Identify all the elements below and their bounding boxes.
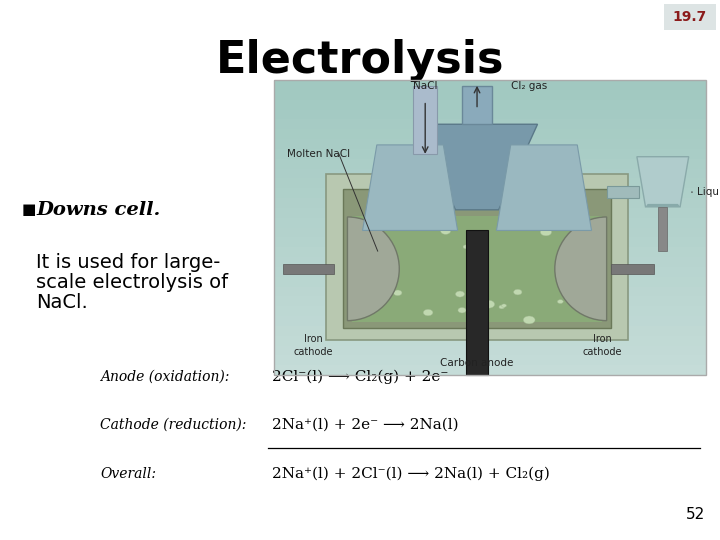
Bar	[274, 80, 706, 90]
Bar	[274, 287, 706, 296]
Text: Carbon anode: Carbon anode	[441, 358, 514, 368]
Text: 52: 52	[685, 507, 705, 522]
Bar	[274, 257, 706, 267]
Ellipse shape	[478, 264, 483, 267]
Polygon shape	[363, 145, 458, 231]
Bar	[274, 168, 706, 178]
Text: Overall:: Overall:	[100, 467, 156, 481]
Bar	[413, 86, 437, 154]
Bar	[352, 215, 603, 322]
Bar	[607, 186, 639, 198]
Text: Anode (oxidation):: Anode (oxidation):	[100, 370, 230, 384]
Bar	[274, 306, 706, 316]
Bar	[283, 264, 335, 274]
Bar	[274, 247, 706, 257]
Text: Cathode (reduction):: Cathode (reduction):	[100, 418, 246, 432]
Polygon shape	[637, 157, 689, 207]
Ellipse shape	[463, 245, 469, 249]
Bar	[274, 227, 706, 238]
Ellipse shape	[357, 233, 364, 237]
Ellipse shape	[456, 291, 464, 297]
Text: Cl₂ gas: Cl₂ gas	[510, 82, 547, 91]
Bar	[326, 174, 629, 340]
Wedge shape	[555, 217, 607, 321]
Ellipse shape	[423, 309, 433, 316]
Bar	[462, 86, 492, 124]
Polygon shape	[417, 124, 538, 210]
Bar	[467, 231, 488, 375]
Polygon shape	[646, 204, 680, 207]
Bar	[343, 189, 611, 328]
Bar	[274, 90, 706, 100]
Text: Molten NaCl: Molten NaCl	[287, 148, 350, 159]
Bar	[274, 139, 706, 149]
Bar	[274, 198, 706, 208]
Polygon shape	[497, 145, 592, 231]
Text: It is used for large-: It is used for large-	[36, 253, 220, 272]
Bar	[274, 296, 706, 306]
Bar	[274, 80, 706, 375]
Bar	[664, 4, 716, 30]
Text: ■: ■	[22, 202, 37, 218]
Bar	[274, 178, 706, 188]
Text: 2Na⁺(l) + 2e⁻ ⟶ 2Na(l): 2Na⁺(l) + 2e⁻ ⟶ 2Na(l)	[272, 418, 459, 432]
Text: 19.7: 19.7	[673, 10, 707, 24]
Ellipse shape	[362, 236, 371, 242]
Bar	[274, 276, 706, 287]
Bar	[659, 207, 667, 251]
Bar	[274, 149, 706, 159]
Ellipse shape	[458, 307, 466, 313]
Bar	[274, 159, 706, 168]
Bar	[274, 267, 706, 276]
Text: NaCl: NaCl	[413, 82, 438, 91]
Ellipse shape	[557, 300, 563, 303]
Text: Electrolysis: Electrolysis	[216, 38, 504, 82]
Ellipse shape	[541, 228, 552, 236]
Bar	[274, 119, 706, 129]
Bar	[274, 316, 706, 326]
Text: Iron
cathode: Iron cathode	[293, 334, 333, 357]
Ellipse shape	[394, 290, 402, 295]
Ellipse shape	[441, 228, 451, 234]
Bar	[274, 326, 706, 336]
Wedge shape	[348, 217, 400, 321]
Bar	[274, 100, 706, 110]
Text: Iron
cathode: Iron cathode	[582, 334, 622, 357]
Ellipse shape	[383, 292, 390, 296]
Text: 2Cl⁻(l) ⟶ Cl₂(g) + 2e⁻: 2Cl⁻(l) ⟶ Cl₂(g) + 2e⁻	[272, 370, 449, 384]
Ellipse shape	[523, 316, 535, 324]
Text: NaCl.: NaCl.	[36, 293, 88, 312]
Text: scale electrolysis of: scale electrolysis of	[36, 273, 228, 292]
Ellipse shape	[483, 300, 495, 308]
Bar	[611, 264, 654, 274]
Ellipse shape	[513, 289, 522, 295]
Bar	[274, 355, 706, 365]
Ellipse shape	[502, 304, 506, 307]
Bar	[274, 365, 706, 375]
Bar	[274, 129, 706, 139]
Bar	[274, 110, 706, 119]
Bar	[274, 208, 706, 218]
Bar	[274, 218, 706, 227]
Text: 2Na⁺(l) + 2Cl⁻(l) ⟶ 2Na(l) + Cl₂(g): 2Na⁺(l) + 2Cl⁻(l) ⟶ 2Na(l) + Cl₂(g)	[272, 467, 550, 481]
Bar	[274, 238, 706, 247]
Bar	[274, 346, 706, 355]
Ellipse shape	[499, 305, 505, 309]
Text: Liquid Na: Liquid Na	[698, 187, 720, 197]
Bar	[274, 188, 706, 198]
Text: Downs cell.: Downs cell.	[36, 201, 161, 219]
Ellipse shape	[584, 226, 595, 233]
Bar	[274, 336, 706, 346]
